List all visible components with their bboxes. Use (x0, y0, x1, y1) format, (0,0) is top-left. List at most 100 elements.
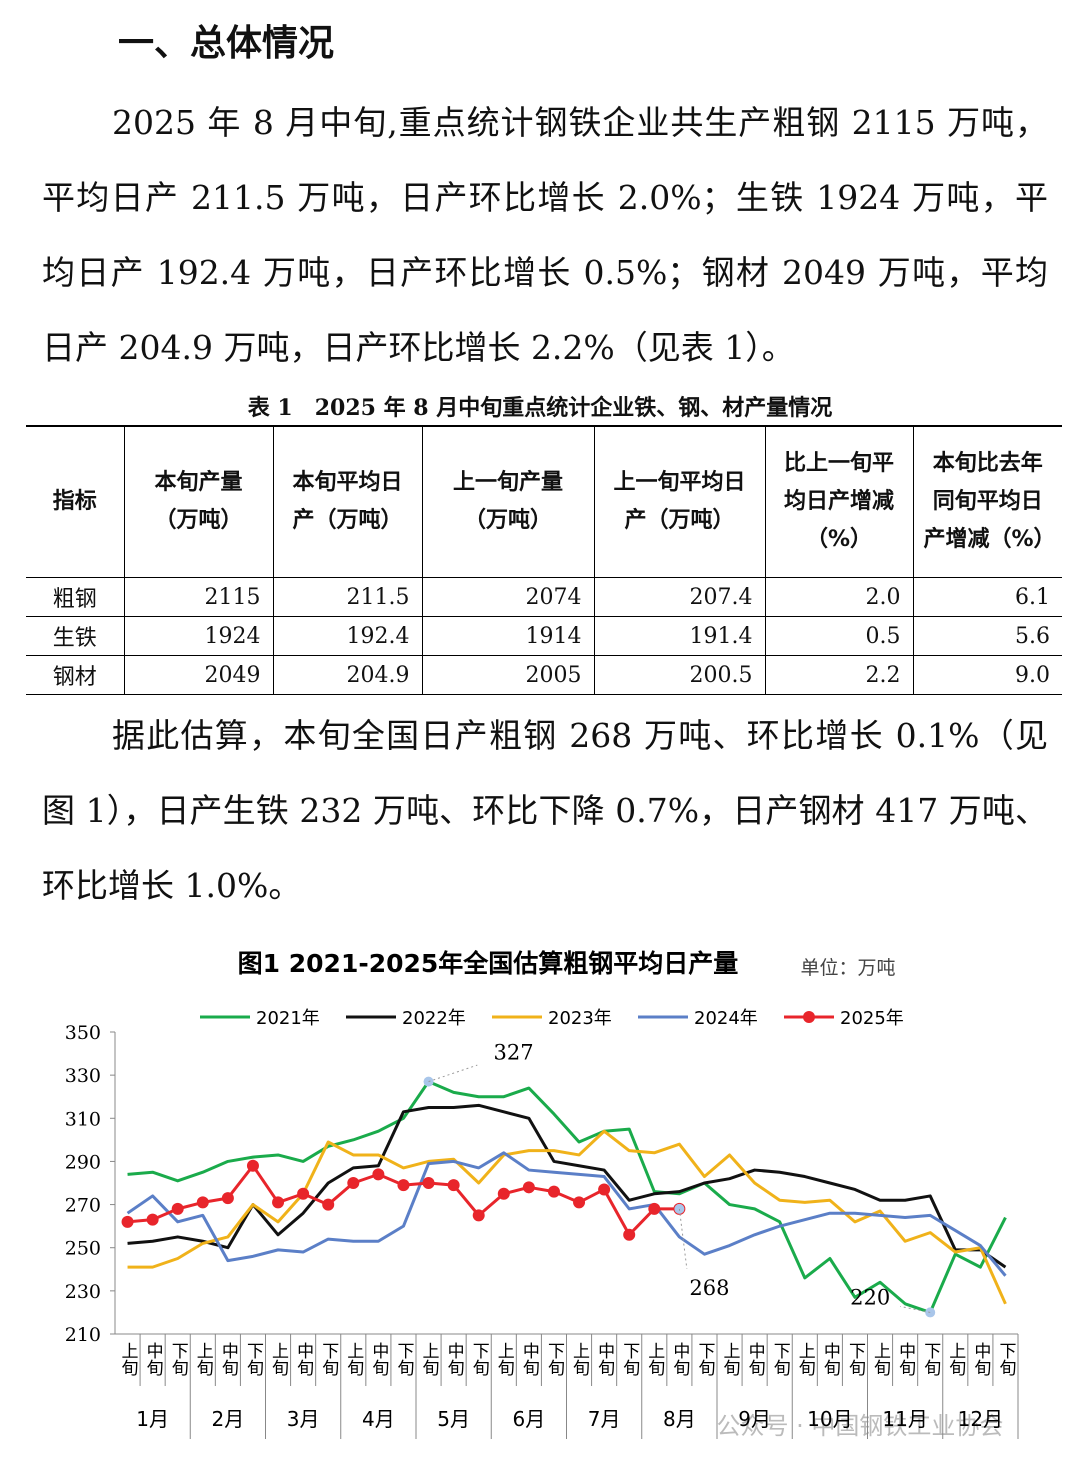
data-point (547, 1185, 560, 1198)
x-tick-label: 中旬 (519, 1342, 540, 1377)
data-point (146, 1213, 159, 1226)
x-tick-label: 下旬 (694, 1342, 715, 1377)
table-cell: 0.5 (764, 616, 913, 656)
data-point (472, 1209, 485, 1222)
data-point (397, 1179, 410, 1192)
x-group-label: 12月 (958, 1407, 1003, 1431)
table-cell: 192.4 (272, 616, 422, 656)
x-tick-label: 中旬 (669, 1342, 690, 1377)
table-cell: 211.5 (272, 577, 422, 617)
x-group-label: 7月 (588, 1407, 621, 1431)
legend-marker (803, 1011, 815, 1023)
table-cell: 9.0 (912, 655, 1062, 695)
table-row: 粗钢 2115 211.5 2074 207.4 2.0 6.1 (26, 577, 1062, 617)
annotation-leader (900, 1305, 931, 1313)
x-tick-label: 上旬 (419, 1342, 440, 1377)
table-caption: 表 1 2025 年 8 月中旬重点统计企业铁、钢、材产量情况 (247, 395, 833, 421)
x-group-label: 11月 (882, 1407, 927, 1431)
legend-label: 2025年 (840, 1008, 904, 1029)
table-cell: 5.6 (912, 616, 1062, 656)
y-tick-label: 330 (65, 1065, 101, 1087)
y-tick-label: 210 (65, 1324, 101, 1346)
data-point (322, 1198, 335, 1211)
data-point (623, 1228, 636, 1241)
x-tick-label: 下旬 (243, 1342, 263, 1377)
x-tick-label: 上旬 (795, 1342, 816, 1377)
legend-label: 2022年 (402, 1008, 466, 1029)
table-header: 上一旬产量（万吨） (421, 425, 594, 578)
data-point (347, 1177, 360, 1189)
x-group-label: 5月 (437, 1407, 470, 1431)
x-group-label: 3月 (287, 1407, 320, 1431)
x-tick-label: 下旬 (544, 1342, 565, 1377)
table-cell: 2005 (421, 655, 594, 695)
table-header: 本旬产量（万吨） (123, 425, 273, 578)
x-tick-label: 中旬 (218, 1342, 239, 1377)
y-tick-label: 290 (65, 1151, 101, 1173)
legend-label: 2023年 (548, 1008, 612, 1029)
annotation-label: 268 (689, 1276, 729, 1300)
y-tick-label: 350 (65, 1022, 101, 1044)
table: 指标 本旬产量（万吨） 本旬平均日产（万吨） 上一旬产量（万吨） 上一旬平均日产（万吨）… (26, 425, 1062, 695)
table-cell: 1924 (123, 616, 273, 656)
x-group-label: 9月 (738, 1407, 771, 1431)
data-point (648, 1202, 661, 1215)
data-point (121, 1215, 134, 1228)
table-cell: 粗钢 (26, 577, 124, 617)
y-tick-label: 310 (65, 1108, 101, 1130)
table-header: 指标 (26, 425, 124, 578)
data-point (221, 1192, 234, 1205)
data-point (297, 1187, 310, 1200)
table-header: 本旬平均日产（万吨） (272, 425, 422, 578)
x-tick-label: 中旬 (594, 1342, 615, 1377)
annotation-label: 327 (494, 1041, 534, 1065)
table-cell: 6.1 (912, 577, 1062, 617)
x-tick-label: 上旬 (343, 1342, 364, 1377)
table-header: 比上一旬平均日产增减（%） (764, 425, 913, 578)
table-cell: 2.0 (764, 577, 913, 617)
chart-title: 图1 2021-2025年全国估算粗钢平均日产量 (238, 949, 739, 978)
chart-unit: 单位：万吨 (800, 957, 895, 979)
table-cell: 钢材 (26, 655, 124, 695)
table-cell: 191.4 (593, 616, 765, 656)
section-title: 一、总体情况 (118, 23, 335, 64)
x-tick-label: 中旬 (970, 1342, 991, 1377)
x-tick-label: 下旬 (995, 1342, 1016, 1377)
y-tick-label: 250 (65, 1238, 101, 1260)
x-tick-label: 上旬 (644, 1342, 665, 1377)
x-tick-label: 中旬 (895, 1342, 916, 1377)
table-cell: 204.9 (272, 655, 422, 695)
x-tick-label: 下旬 (393, 1342, 414, 1377)
x-tick-label: 中旬 (368, 1342, 389, 1377)
x-group-label: 4月 (362, 1407, 395, 1431)
x-tick-label: 上旬 (870, 1342, 891, 1377)
x-tick-label: 上旬 (193, 1342, 214, 1377)
x-tick-label: 下旬 (770, 1342, 791, 1377)
x-tick-label: 上旬 (720, 1342, 741, 1377)
paragraph: 2025 年 8 月中旬,重点统计钢铁企业共生产粗钢 2115 万吨，平均日产 … (42, 103, 1048, 367)
series-line (127, 1080, 1007, 1314)
table-cell: 200.5 (593, 655, 765, 695)
table-cell: 1914 (421, 616, 594, 656)
data-point (171, 1202, 184, 1215)
table-row: 生铁 1924 192.4 1914 191.4 0.5 5.6 (26, 616, 1062, 656)
annotation-leader (428, 1064, 478, 1083)
x-tick-label: 下旬 (168, 1342, 189, 1377)
table-cell: 2115 (123, 577, 273, 617)
table-cell: 2074 (421, 577, 594, 617)
data-point (573, 1196, 586, 1209)
series-line (126, 1151, 1007, 1277)
x-group-label: 1月 (136, 1407, 169, 1431)
table-header: 上一旬平均日产（万吨） (593, 425, 765, 578)
x-tick-label: 下旬 (469, 1342, 490, 1377)
annotation-leader (678, 1208, 688, 1269)
data-point (372, 1168, 385, 1181)
x-tick-label: 中旬 (293, 1342, 314, 1377)
x-tick-label: 下旬 (318, 1342, 339, 1377)
x-tick-label: 上旬 (268, 1342, 289, 1377)
x-tick-label: 下旬 (845, 1342, 866, 1377)
table-cell: 2049 (123, 655, 273, 695)
series-line (127, 1129, 1007, 1305)
